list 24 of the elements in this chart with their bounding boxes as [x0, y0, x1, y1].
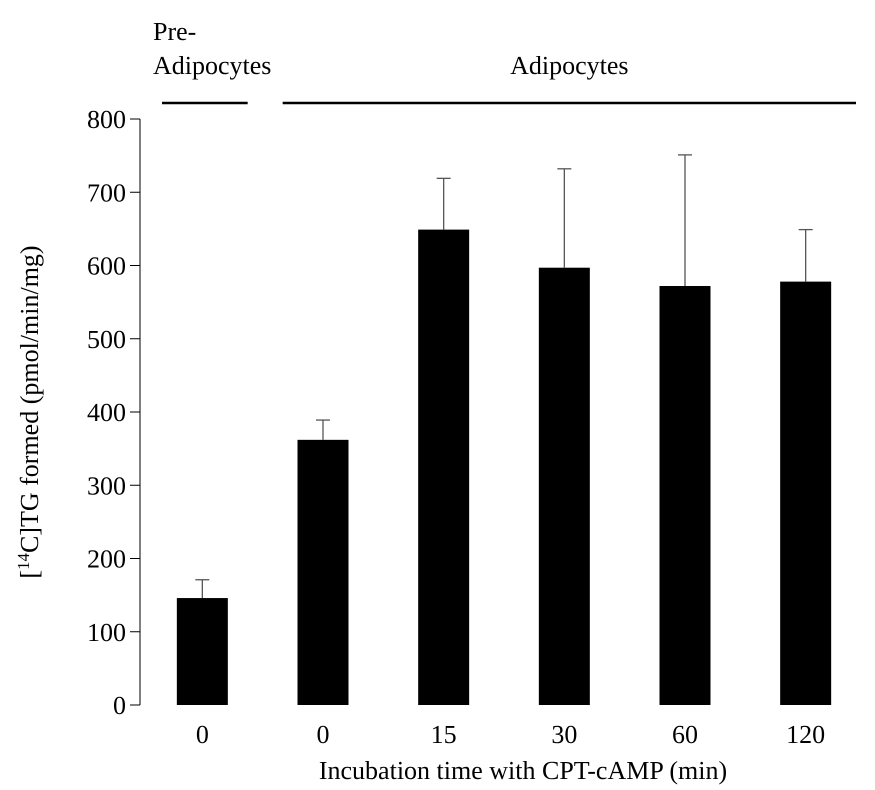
x-tick-label: 120 [786, 720, 826, 749]
x-axis-title: Incubation time with CPT-cAMP (min) [318, 756, 728, 785]
bar [418, 230, 470, 705]
text: Adipocytes [510, 51, 629, 80]
bar [780, 282, 832, 705]
x-tick-label: 0 [316, 720, 330, 749]
y-tick-label: 300 [87, 471, 126, 500]
y-tick-label: 200 [87, 544, 126, 574]
x-tick-label: 60 [672, 720, 698, 749]
x-tick-label: 15 [430, 720, 457, 749]
y-tick-label: 700 [87, 178, 126, 208]
y-tick-label: 600 [87, 252, 126, 281]
x-tick-label: 0 [196, 720, 209, 749]
bar [298, 440, 348, 705]
y-tick-label: 500 [87, 324, 126, 354]
bar [660, 286, 710, 705]
x-tick-label: 30 [551, 720, 578, 749]
y-tick-label: 800 [87, 105, 126, 134]
y-tick-label: 0 [113, 691, 126, 720]
text: Pre-Adipocytes [153, 17, 272, 80]
y-tick-label: 100 [87, 618, 126, 647]
bar [538, 268, 590, 705]
bar [176, 598, 228, 705]
y-tick-label: 400 [87, 398, 126, 428]
